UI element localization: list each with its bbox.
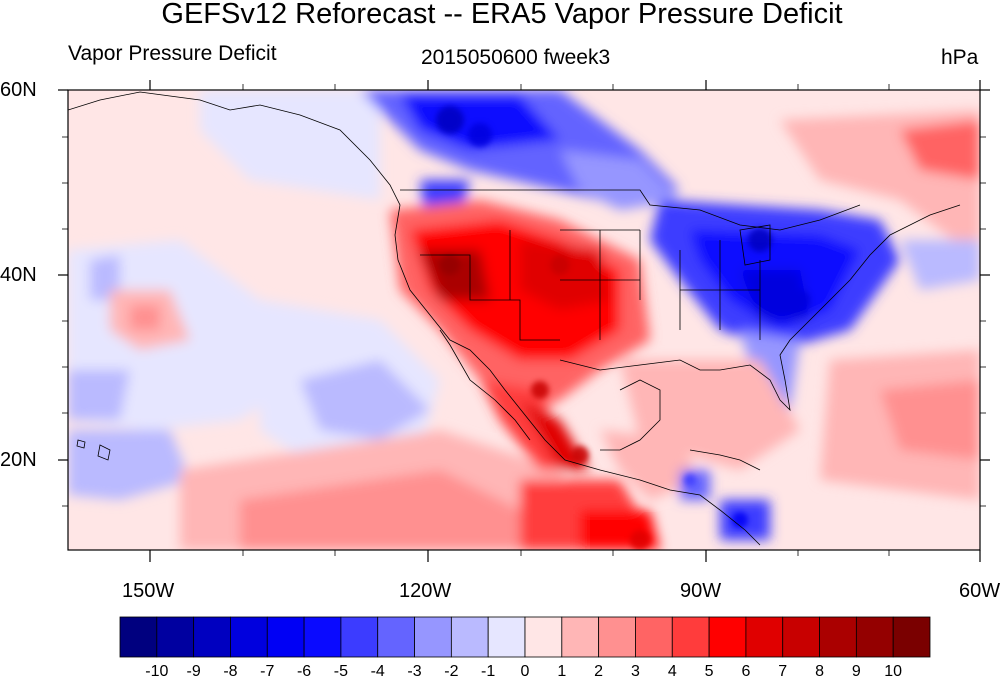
colorbar-tick-label: -6 — [296, 663, 312, 680]
colorbar-swatch — [855, 616, 894, 658]
coastlines — [68, 91, 961, 546]
colorbar-swatch — [524, 616, 563, 658]
lon-label-90w: 90W — [680, 580, 722, 602]
lat-label-40n: 40N — [0, 264, 37, 286]
colorbar-swatch — [193, 616, 231, 658]
colorbar-tick-label: 4 — [667, 663, 677, 680]
colorbar-tick-label: -4 — [370, 663, 385, 680]
colorbar-swatch — [635, 616, 673, 658]
colorbar-tick-label: 2 — [594, 663, 604, 680]
init-time-label: 2015050600 fweek3 — [421, 46, 611, 69]
colorbar-tick-label: 9 — [851, 663, 861, 680]
units-label: hPa — [941, 46, 979, 69]
colorbar-swatch — [708, 616, 747, 658]
colorbar-tick-label: -5 — [333, 663, 349, 680]
lon-label-120w: 120W — [399, 580, 452, 602]
colorbar-swatch — [119, 616, 158, 658]
map-title: GEFSv12 Reforecast -- ERA5 Vapor Pressur… — [161, 0, 843, 30]
colorbar-tick-label: 3 — [631, 663, 640, 680]
colorbar-tick-label: -2 — [444, 663, 459, 680]
vpd-field — [68, 90, 980, 550]
colorbar-swatch — [156, 616, 195, 658]
colorbar-swatch — [598, 616, 636, 658]
map-frame — [67, 89, 981, 551]
colorbar-swatch — [671, 616, 710, 658]
colorbar-tick-label: -1 — [481, 663, 496, 680]
colorbar-swatch — [340, 616, 379, 658]
colorbar-tick-label: 7 — [778, 663, 788, 680]
colorbar-tick-label: -9 — [186, 663, 201, 680]
colorbar-tick-label: 5 — [704, 663, 714, 680]
colorbar-swatch — [450, 616, 489, 658]
colorbar-swatch — [303, 616, 342, 658]
colorbar-tick-label: 6 — [741, 663, 751, 680]
lon-label-60w: 60W — [959, 580, 1001, 602]
colorbar-swatch — [377, 616, 415, 658]
colorbar-tick-label: 0 — [520, 663, 530, 680]
colorbar-tick-label: 1 — [557, 663, 567, 680]
colorbar-tick-label: -8 — [223, 663, 238, 680]
lon-label-150w: 150W — [122, 580, 175, 602]
colorbar-swatch — [561, 616, 600, 658]
colorbar-tick-label: -3 — [407, 663, 422, 680]
colorbar-tick-label: -10 — [145, 663, 169, 680]
colorbar-tick-label: 10 — [884, 663, 903, 680]
colorbar-tick-label: 8 — [815, 663, 824, 680]
colorbar-swatch — [892, 616, 931, 658]
colorbar-swatch — [782, 616, 820, 658]
colorbar-swatch — [414, 616, 452, 658]
colorbar-swatch — [745, 616, 784, 658]
minor-ticks — [62, 84, 986, 556]
axis-ticks — [58, 80, 990, 562]
colorbar-swatch — [266, 616, 305, 658]
colorbar-swatch — [487, 616, 526, 658]
lat-label-60n: 60N — [0, 79, 37, 101]
colorbar — [119, 616, 931, 658]
colorbar-tick-label: -7 — [260, 663, 275, 680]
lat-label-20n: 20N — [0, 449, 37, 471]
colorbar-swatch — [819, 616, 857, 658]
colorbar-swatch — [230, 616, 268, 658]
variable-label: Vapor Pressure Deficit — [68, 42, 277, 65]
